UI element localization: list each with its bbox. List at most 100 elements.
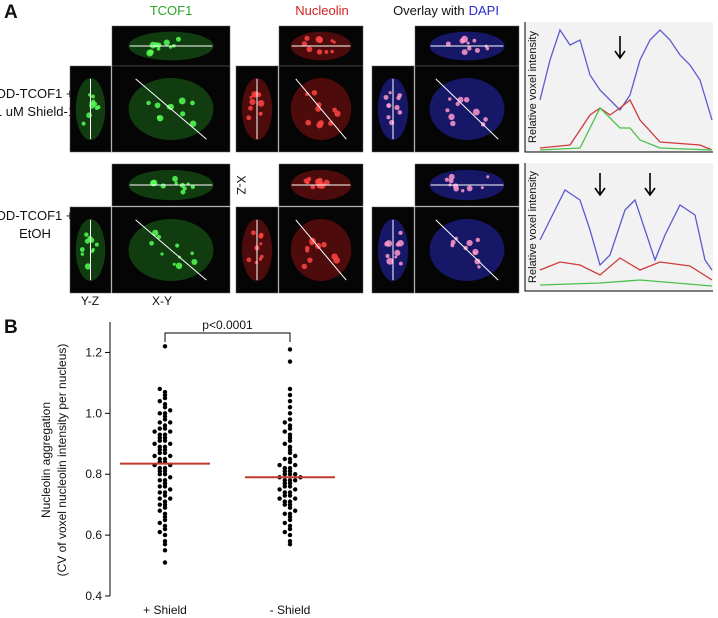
spot (316, 49, 323, 55)
spot (79, 247, 85, 252)
data-point (162, 468, 168, 474)
data-point (157, 502, 162, 507)
data-point (162, 505, 168, 510)
spot (94, 106, 99, 110)
data-point (162, 450, 168, 456)
data-point (162, 392, 168, 398)
spot (452, 183, 459, 189)
spot (306, 46, 313, 53)
data-point (287, 411, 293, 416)
spot (152, 229, 159, 237)
chart: 0.4 0.6 0.8 1.0 1.2 + Shield - Shield p<0.0001 (85, 318, 335, 617)
data-point (287, 490, 293, 495)
spot (190, 184, 195, 190)
data-point (152, 429, 157, 434)
y-tick-label: 0.8 (85, 467, 102, 481)
data-point (287, 417, 293, 422)
data-point (287, 517, 293, 523)
data-point (282, 456, 287, 462)
spot (463, 96, 470, 103)
data-point (287, 502, 293, 507)
spot (473, 251, 477, 255)
data-point (157, 435, 162, 440)
data-point (157, 432, 162, 437)
overlay-dapi: DAPI (469, 3, 499, 18)
spot (246, 257, 252, 263)
data-point (162, 523, 168, 529)
data-point (168, 487, 173, 492)
view-label: X-Z (234, 175, 248, 194)
spot (86, 112, 92, 119)
profile-dapi (539, 28, 713, 121)
spot (175, 243, 180, 248)
data-point (287, 405, 293, 410)
data-point (282, 484, 287, 489)
spot (160, 252, 164, 256)
plot-axes (524, 163, 713, 292)
spot (386, 103, 390, 107)
spot (383, 94, 389, 100)
profile-tcof1 (539, 106, 713, 151)
spot (395, 242, 401, 247)
spot (156, 46, 161, 51)
spot (307, 257, 313, 263)
profile-line (295, 78, 347, 140)
profile-plot: Relative voxel intensity (524, 163, 713, 292)
spot (256, 92, 262, 98)
spot (448, 178, 454, 184)
spot (156, 114, 164, 122)
data-point (162, 478, 168, 483)
spot (448, 113, 455, 121)
y-tick-label: 1.2 (85, 345, 102, 359)
spot (466, 185, 473, 192)
data-point (168, 429, 173, 434)
profile-ylabel: Relative voxel intensity (527, 31, 539, 143)
data-point (162, 560, 168, 565)
data-point (168, 408, 173, 413)
data-point (287, 459, 293, 465)
spot (160, 183, 166, 189)
data-point (293, 478, 298, 483)
significance-bracket (164, 332, 291, 342)
data-point (287, 426, 293, 431)
plot-axes (524, 22, 713, 153)
view-label: X-Y (152, 294, 172, 308)
data-point (287, 347, 293, 352)
data-point (162, 432, 168, 437)
data-point (157, 411, 162, 416)
spot (461, 49, 468, 56)
spot (84, 238, 90, 244)
data-point (287, 499, 293, 504)
x-tick-label: + Shield (143, 603, 187, 617)
profile-line (435, 219, 499, 281)
data-point (152, 441, 157, 446)
data-point (162, 435, 168, 440)
spot (259, 232, 264, 238)
data-point (287, 523, 293, 529)
column-header: Overlay with DAPI (393, 3, 499, 18)
data-point (168, 453, 173, 459)
spot (330, 49, 334, 54)
data-point (157, 529, 162, 535)
data-point (162, 514, 168, 520)
spot (259, 242, 263, 246)
y-tick-label: 0.4 (85, 589, 102, 603)
spot (88, 237, 95, 243)
spot (331, 253, 338, 260)
data-point (287, 465, 293, 471)
data-point (162, 344, 168, 349)
data-point (157, 420, 162, 425)
spot (448, 97, 452, 101)
panel-label: B (4, 317, 18, 338)
data-point (282, 420, 287, 425)
y-axis-title: Nucleolin aggregation (39, 402, 53, 518)
data-point (282, 502, 287, 507)
profile-line (295, 219, 347, 281)
overlay-prefix: Overlay with (393, 3, 465, 18)
data-point (162, 438, 168, 443)
data-point (152, 453, 157, 459)
spot (251, 91, 258, 98)
spot (153, 42, 159, 48)
spot (305, 248, 310, 253)
